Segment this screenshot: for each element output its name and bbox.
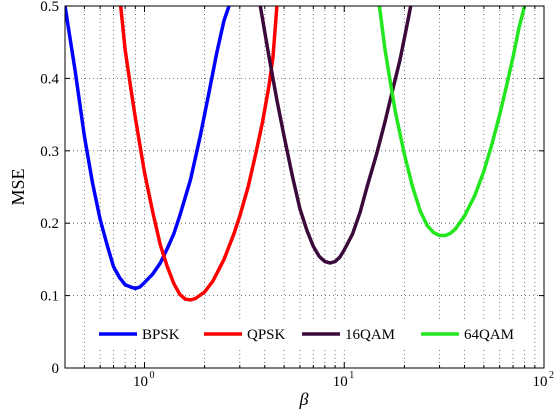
plot-area (65, 6, 544, 368)
legend-label: 64QAM (464, 327, 514, 343)
y-tick-label: 0.5 (40, 0, 59, 15)
y-tick-label: 0.3 (40, 144, 59, 160)
x-tick-exponent: 2 (549, 370, 554, 381)
y-tick-label: 0.2 (40, 216, 59, 232)
x-axis-label: β (299, 389, 309, 409)
legend-label: QPSK (247, 327, 286, 343)
legend: BPSK QPSK 16QAM 64QAM (96, 319, 532, 349)
legend-label: 16QAM (345, 327, 395, 343)
series-line-64qam (377, 6, 527, 238)
y-tick-label: 0.1 (40, 289, 59, 305)
x-tick-exponent: 0 (149, 370, 154, 381)
y-tick-label: 0 (52, 361, 60, 377)
series-line-16qam (258, 6, 413, 265)
series-lines (65, 6, 527, 302)
x-tick-base: 10 (133, 374, 148, 390)
legend-item-16qam: 16QAM (302, 327, 395, 343)
y-axis-label: MSE (8, 168, 28, 205)
x-tick-base: 10 (533, 374, 548, 390)
legend-item-64qam: 64QAM (421, 327, 514, 343)
axis-ticks: 00.10.20.30.40.510 0 10 1 10 2 (40, 0, 554, 390)
series-line-bpsk (65, 6, 231, 291)
series-line-qpsk (118, 6, 279, 302)
x-tick-exponent: 1 (349, 370, 354, 381)
x-tick-label: 10 1 (333, 370, 355, 390)
x-tick-base: 10 (333, 374, 348, 390)
legend-label: BPSK (142, 327, 180, 343)
x-tick-label: 10 2 (533, 370, 555, 390)
grid-lines (65, 6, 544, 368)
plot-frame (64, 5, 545, 369)
x-tick-label: 10 0 (133, 370, 155, 390)
legend-item-bpsk: BPSK (99, 327, 180, 343)
y-tick-label: 0.4 (40, 71, 59, 87)
legend-item-qpsk: QPSK (204, 327, 286, 343)
